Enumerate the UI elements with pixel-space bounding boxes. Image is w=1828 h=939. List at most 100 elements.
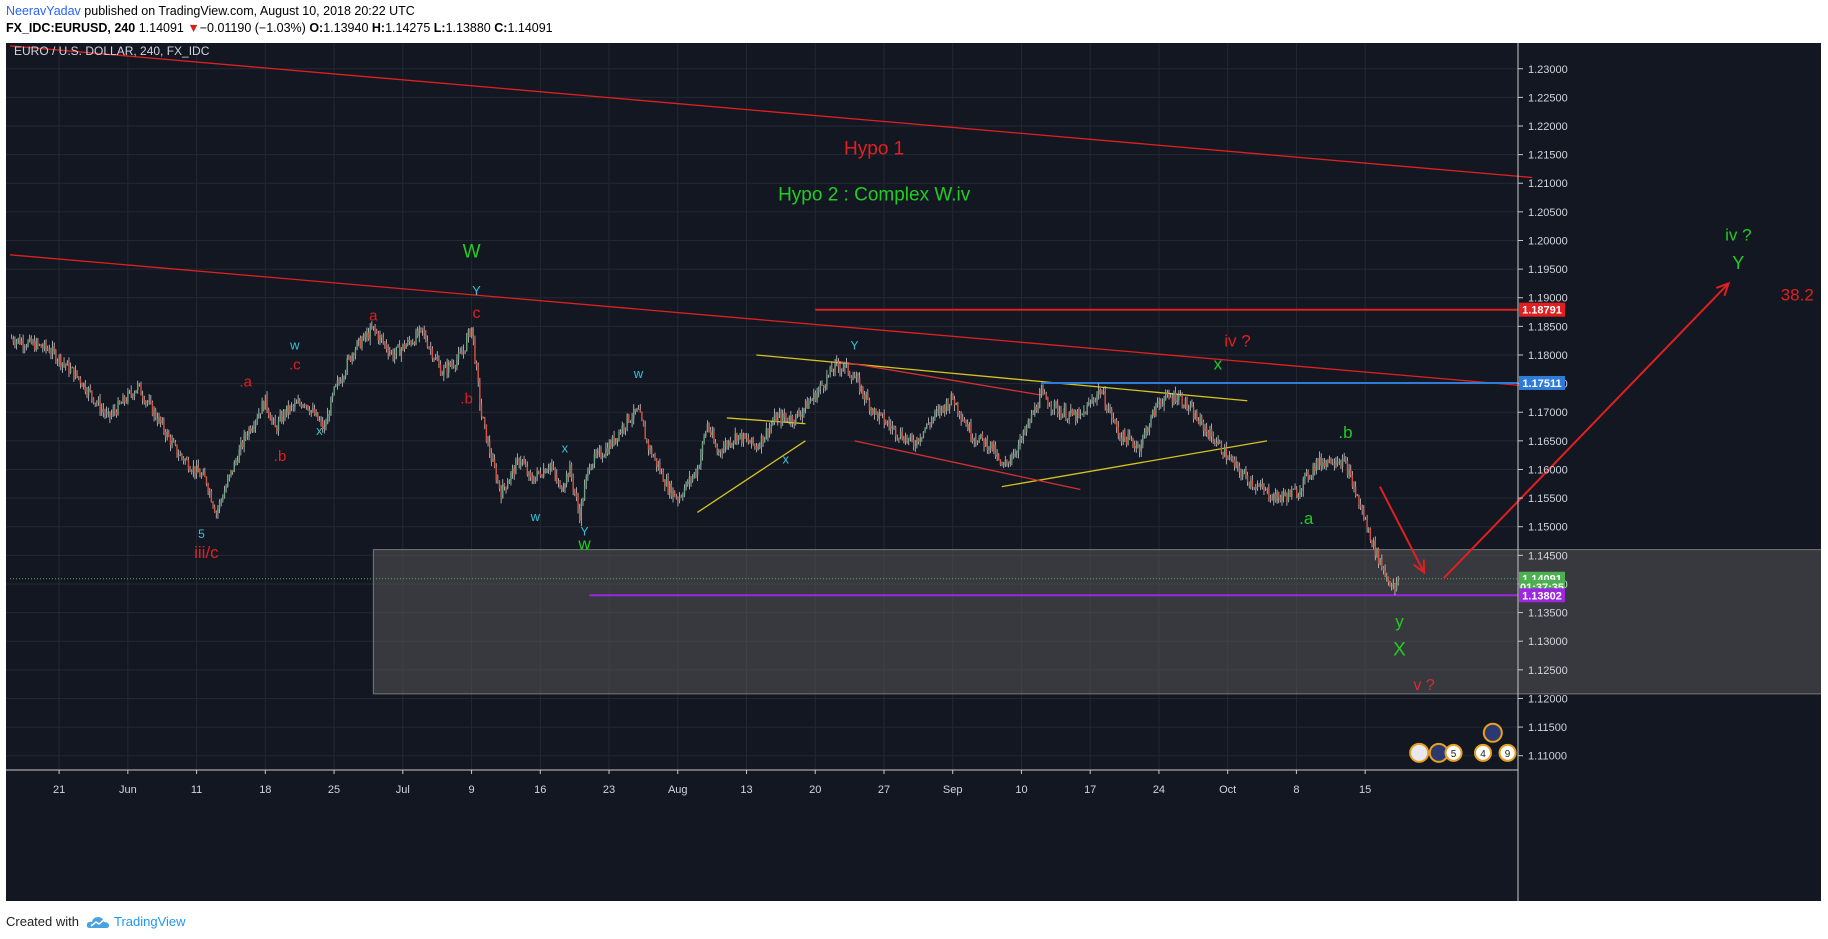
candle-body (1148, 425, 1151, 433)
candle-body (890, 425, 892, 429)
candle-body (1350, 469, 1352, 475)
candle-body (1142, 435, 1144, 445)
candle-body (593, 453, 596, 465)
candle-body (200, 474, 203, 478)
candle-body (767, 428, 769, 436)
candle-body (957, 402, 959, 413)
price-change: −0.01190 (−1.03%) (199, 21, 306, 35)
candle-body (410, 341, 412, 345)
candle-body (428, 347, 430, 349)
candle-body (1279, 497, 1282, 501)
event-count-label: 5 (1451, 749, 1457, 760)
candle-body (942, 406, 944, 408)
candle-body (430, 347, 432, 349)
candle-body (1104, 391, 1106, 408)
candle-body (993, 444, 995, 450)
candle-body (1291, 489, 1293, 497)
candle-body (443, 367, 445, 376)
price-chart[interactable]: Hypo 1 Hypo 2 : Complex W.iv W Yc a w .c .a .b x.… (6, 43, 1821, 901)
candle-body (839, 366, 841, 372)
candle-body (994, 444, 997, 457)
high-label: H: (371, 21, 386, 35)
candle-body (616, 438, 619, 441)
candle-body (708, 423, 710, 431)
candle-body (1376, 548, 1378, 556)
candle-body (628, 414, 630, 422)
candle-body (1097, 389, 1100, 395)
candle-body (32, 341, 34, 344)
candle-body (25, 346, 28, 348)
y-tick-label: 1.18500 (1528, 321, 1568, 333)
candle-body (655, 458, 658, 467)
candle-body (988, 448, 990, 451)
candle-body (412, 342, 414, 345)
arrowhead-icon (1715, 281, 1731, 297)
candle-body (1006, 460, 1008, 462)
price-badge (1519, 375, 1565, 390)
candle-body (603, 455, 605, 458)
candle-body (189, 469, 191, 472)
candle-body (297, 400, 299, 404)
candle-body (1205, 427, 1208, 432)
candle-body (1335, 461, 1337, 465)
candle-body (996, 454, 998, 457)
candle-body (1219, 441, 1221, 443)
y-tick-label: 1.13000 (1528, 636, 1568, 648)
candle-body (258, 413, 260, 419)
candle-body (1168, 393, 1170, 398)
y-tick-label: 1.11000 (1528, 751, 1567, 763)
candle-body (1338, 462, 1340, 464)
candle-body (1178, 394, 1180, 401)
candle-body (781, 413, 784, 423)
candle-body (1287, 490, 1290, 501)
candle-body (1250, 480, 1252, 486)
wave-label: y (1395, 612, 1404, 631)
candle-body (385, 343, 388, 350)
candle-body (1261, 484, 1264, 488)
candle-body (488, 440, 491, 454)
candle-body (669, 483, 671, 493)
candle-body (976, 441, 979, 443)
candle-body (456, 359, 458, 367)
candle-body (1088, 402, 1090, 405)
event-count-badge (1444, 743, 1463, 762)
candle-body (935, 411, 938, 413)
candle-body (474, 339, 476, 363)
candle-body (177, 455, 180, 457)
candle-body (1356, 494, 1358, 496)
candle-body (597, 451, 599, 455)
candle-body (287, 405, 290, 413)
candle-body (557, 481, 560, 484)
candle-body (978, 437, 980, 443)
candle-body (436, 357, 438, 361)
tradingview-brand-link[interactable]: TradingView (114, 914, 186, 929)
candle-body (63, 362, 65, 365)
candle-body (526, 466, 529, 476)
author-link[interactable]: NeeravYadav (6, 4, 81, 18)
candle-body (168, 432, 170, 437)
candle-body (1390, 584, 1393, 587)
candle-body (272, 419, 275, 421)
candle-body (806, 400, 808, 409)
last-price: 1.14091 (138, 21, 184, 35)
candle-body (56, 360, 59, 362)
wave-label: Hypo 2 : Complex W.iv (778, 184, 971, 205)
candle-body (425, 333, 427, 341)
candle-body (14, 341, 16, 345)
candle-body (1345, 458, 1347, 461)
wave-label: c (472, 305, 480, 322)
candle-body (387, 349, 389, 354)
candle-body (323, 425, 326, 429)
candle-body (850, 376, 853, 380)
candle-body (1004, 460, 1007, 464)
candle-body (1079, 413, 1082, 415)
candle-body (700, 454, 702, 466)
candle-body (610, 442, 612, 447)
candle-body (849, 373, 851, 377)
candle-body (1266, 488, 1268, 490)
candle-body (870, 408, 872, 411)
candle-body (1292, 488, 1295, 490)
candle-body (78, 376, 80, 379)
candle-body (1078, 411, 1080, 415)
